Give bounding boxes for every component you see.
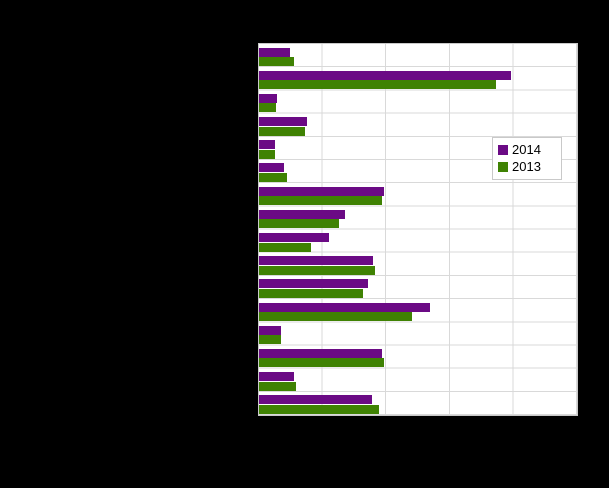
- bar-2013: [259, 103, 277, 113]
- bar-2013: [259, 358, 385, 368]
- bar-2013: [259, 288, 363, 298]
- bar-2014: [259, 395, 372, 405]
- bar-row: [259, 276, 577, 299]
- legend-swatch-2014-icon: [498, 144, 508, 155]
- bar-row: [259, 392, 577, 415]
- bar-row: [259, 160, 577, 183]
- bar-2013: [259, 196, 383, 206]
- bar-row: [259, 137, 577, 160]
- bar-2013: [259, 149, 275, 159]
- bar-2013: [259, 335, 281, 345]
- bar-row: [259, 369, 577, 392]
- bar-2014: [259, 279, 369, 289]
- bar-2013: [259, 312, 412, 322]
- bar-row: [259, 253, 577, 276]
- bar-2013: [259, 126, 306, 136]
- bar-2014: [259, 233, 329, 242]
- bar-2013: [259, 242, 312, 252]
- bar-2014: [259, 372, 294, 382]
- bar-2013: [259, 57, 294, 66]
- bar-2014: [259, 140, 275, 150]
- legend-item-2013: 2013: [498, 158, 556, 175]
- bar-2014: [259, 163, 285, 173]
- bar-row: [259, 345, 577, 368]
- bar-2014: [259, 302, 431, 312]
- bar-row: [259, 67, 577, 90]
- bar-2013: [259, 219, 339, 229]
- legend-label-2014: 2014: [512, 142, 541, 157]
- bar-row: [259, 230, 577, 253]
- bar-row: [259, 90, 577, 113]
- bar-rows-container: [259, 44, 577, 415]
- bar-2014: [259, 93, 278, 103]
- legend-item-2014: 2014: [498, 141, 556, 158]
- bar-2014: [259, 348, 383, 358]
- bar-2013: [259, 404, 379, 414]
- bar-2013: [259, 381, 296, 391]
- plot-area: 2014 2013: [258, 43, 578, 416]
- legend: 2014 2013: [492, 137, 562, 180]
- bar-row: [259, 44, 577, 67]
- bar-2014: [259, 47, 290, 57]
- bar-row: [259, 183, 577, 206]
- bar-2014: [259, 117, 307, 127]
- bar-2013: [259, 80, 497, 90]
- bar-row: [259, 299, 577, 322]
- bar-2014: [259, 209, 346, 219]
- bar-2014: [259, 70, 512, 80]
- bar-row: [259, 206, 577, 229]
- bar-2013: [259, 172, 287, 182]
- bar-2013: [259, 265, 376, 275]
- bar-2014: [259, 325, 281, 335]
- bar-row: [259, 114, 577, 137]
- bar-row: [259, 322, 577, 345]
- legend-swatch-2013-icon: [498, 161, 508, 172]
- legend-label-2013: 2013: [512, 159, 541, 174]
- bar-2014: [259, 186, 385, 196]
- bar-2014: [259, 256, 373, 266]
